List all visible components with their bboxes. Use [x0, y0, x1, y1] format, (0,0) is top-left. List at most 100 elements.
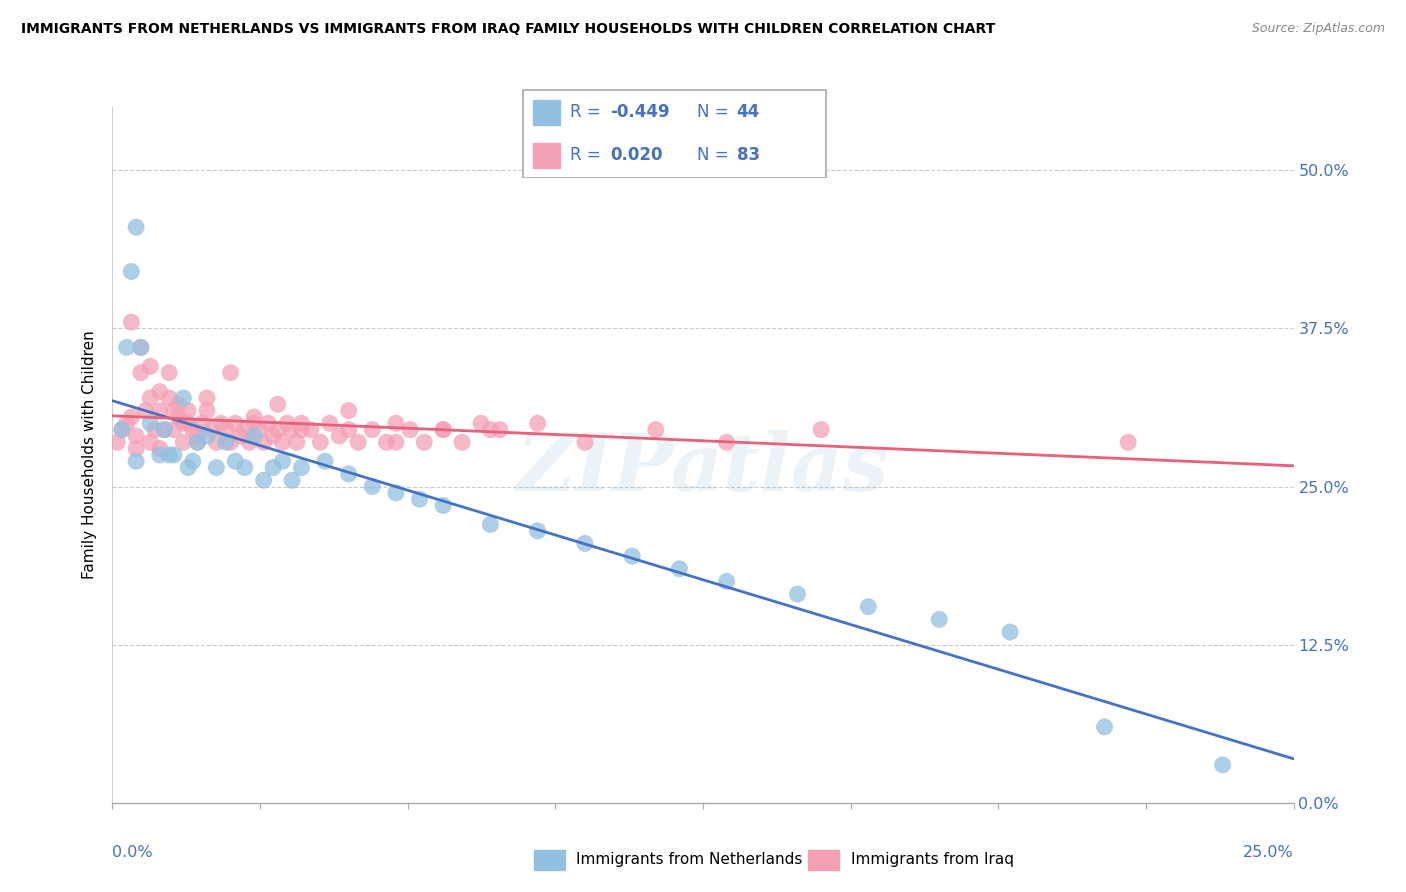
Point [858, 599, 880, 614]
Point [385, 486, 408, 500]
Point [153, 423, 176, 437]
Point [115, 417, 138, 431]
Text: 25.0%: 25.0% [1243, 845, 1294, 860]
Text: N =: N = [696, 146, 734, 164]
Point [111, 423, 134, 437]
Point [120, 409, 142, 424]
Point [163, 403, 186, 417]
Text: N =: N = [696, 103, 734, 121]
Y-axis label: Family Households with Children: Family Households with Children [82, 331, 97, 579]
Point [644, 423, 666, 437]
Point [177, 460, 200, 475]
Point [238, 435, 260, 450]
Point [299, 423, 322, 437]
Point [253, 435, 276, 450]
Point [290, 423, 312, 437]
Point [111, 423, 134, 437]
Point [337, 467, 360, 481]
Point [432, 423, 454, 437]
Point [157, 391, 180, 405]
Text: IMMIGRANTS FROM NETHERLANDS VS IMMIGRANTS FROM IRAQ FAMILY HOUSEHOLDS WITH CHILD: IMMIGRANTS FROM NETHERLANDS VS IMMIGRANT… [21, 22, 995, 37]
Point [276, 417, 298, 431]
Point [195, 391, 218, 405]
Text: R =: R = [569, 103, 606, 121]
Point [139, 435, 162, 450]
Point [172, 435, 194, 450]
Point [129, 366, 152, 380]
Point [153, 423, 176, 437]
Point [526, 524, 548, 538]
Point [149, 442, 172, 456]
Point [253, 473, 276, 487]
Point [186, 435, 208, 450]
Point [1116, 435, 1139, 450]
Point [668, 562, 690, 576]
Point [810, 423, 832, 437]
Text: 83: 83 [737, 146, 759, 164]
Text: 0.020: 0.020 [610, 146, 662, 164]
Point [928, 612, 950, 626]
Point [247, 423, 270, 437]
Point [479, 423, 502, 437]
Point [998, 625, 1021, 640]
Point [716, 574, 738, 589]
Point [257, 417, 280, 431]
Point [243, 429, 266, 443]
Point [186, 435, 208, 450]
Point [163, 448, 186, 462]
Point [337, 403, 360, 417]
Point [120, 264, 142, 278]
Point [285, 435, 308, 450]
Point [157, 366, 180, 380]
Point [205, 435, 228, 450]
Point [361, 423, 384, 437]
Point [181, 454, 204, 468]
Point [399, 423, 422, 437]
Point [149, 403, 172, 417]
Point [233, 460, 256, 475]
Point [157, 448, 180, 462]
Point [451, 435, 474, 450]
Point [267, 423, 290, 437]
Point [172, 391, 194, 405]
Point [195, 403, 218, 417]
Point [181, 423, 204, 437]
Point [186, 429, 208, 443]
Bar [533, 100, 561, 125]
Point [215, 423, 238, 437]
FancyBboxPatch shape [523, 90, 827, 178]
Point [290, 417, 312, 431]
Point [1212, 757, 1234, 772]
Text: Source: ZipAtlas.com: Source: ZipAtlas.com [1251, 22, 1385, 36]
Point [314, 454, 336, 468]
Point [347, 435, 370, 450]
Text: -0.449: -0.449 [610, 103, 669, 121]
Text: ZIPatlas: ZIPatlas [517, 430, 889, 508]
Point [135, 403, 157, 417]
Point [786, 587, 808, 601]
Point [574, 536, 596, 550]
Point [167, 409, 190, 424]
Point [125, 442, 148, 456]
Point [120, 315, 142, 329]
Point [262, 460, 284, 475]
Point [328, 429, 350, 443]
Point [408, 492, 430, 507]
Point [716, 435, 738, 450]
Point [191, 417, 214, 431]
Point [290, 460, 312, 475]
Point [262, 429, 284, 443]
Point [385, 417, 408, 431]
Point [432, 423, 454, 437]
Text: 0.0%: 0.0% [112, 845, 153, 860]
Point [574, 435, 596, 450]
Point [224, 417, 246, 431]
Point [1094, 720, 1116, 734]
Point [125, 429, 148, 443]
Point [115, 340, 138, 354]
Point [105, 435, 128, 450]
Point [129, 340, 152, 354]
Text: Immigrants from Netherlands: Immigrants from Netherlands [576, 853, 803, 867]
Point [149, 448, 172, 462]
Point [243, 409, 266, 424]
